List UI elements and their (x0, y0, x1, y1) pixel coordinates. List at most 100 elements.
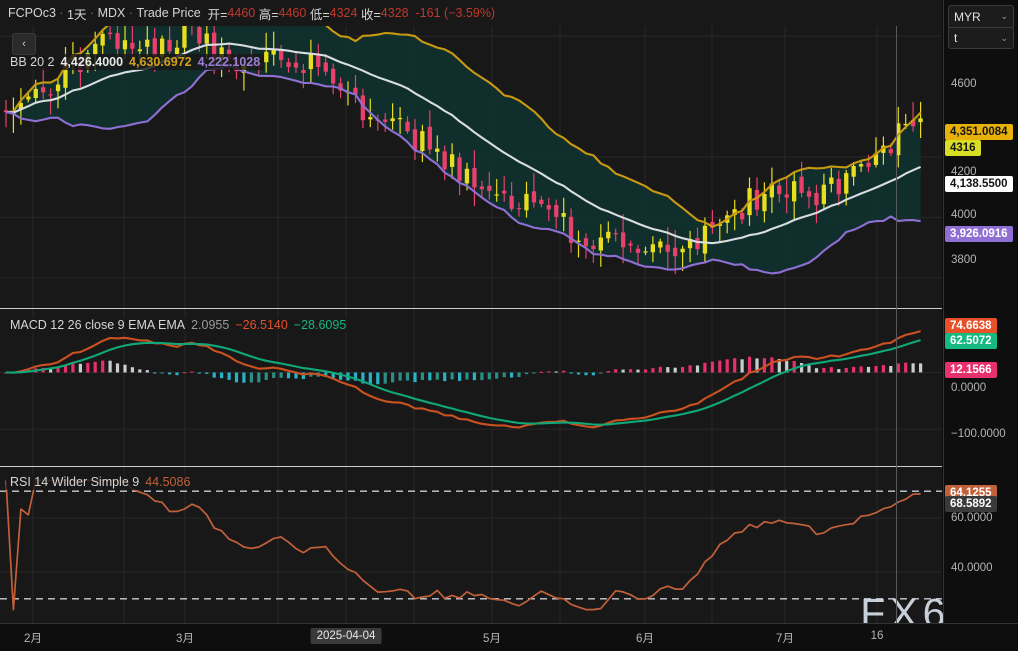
bb-upper-price-badge[interactable]: 4,351.0084 (945, 124, 1013, 140)
bb-lower-price-badge[interactable]: 3,926.0916 (945, 226, 1013, 242)
macd-histogram-bar (257, 372, 261, 383)
candle-body (137, 49, 142, 52)
rsi-legend[interactable]: RSI 14 Wilder Simple 9 44.5086 (6, 474, 195, 490)
candle-body (457, 157, 462, 181)
candle-body (792, 181, 797, 202)
macd-histogram-bar (643, 369, 648, 373)
candle-body (286, 62, 291, 67)
candle-body (546, 205, 551, 210)
time-axis-label[interactable]: 2月 (24, 633, 42, 645)
low-label: 低= (309, 7, 330, 22)
time-axis-label[interactable]: 5月 (483, 633, 501, 645)
candle-body (673, 247, 678, 257)
macd-line-badge[interactable]: 74.6638 (945, 318, 997, 334)
macd-histogram-bar (785, 361, 789, 373)
macd-histogram-bar (837, 369, 841, 373)
price-axis-right[interactable]: 4600 4200 4000 3800 4,351.0084 4316 4,138.5500… (943, 0, 1018, 651)
candle-body (464, 168, 470, 184)
macd-histogram-bar (554, 371, 558, 373)
time-axis-label-active[interactable]: 2025-04-04 (310, 628, 382, 644)
rsi-crosshair-badge[interactable]: 68.5892 (945, 496, 997, 512)
macd-histogram-bar (487, 372, 491, 380)
bb-middle-price-badge[interactable]: 4,138.5500 (945, 176, 1013, 192)
candle-body (390, 118, 395, 122)
candle-body (650, 244, 655, 253)
candle-body (754, 189, 760, 210)
macd-histogram-bar (547, 371, 551, 373)
candle-body (442, 151, 447, 169)
unit-select[interactable]: t ⌄ (948, 27, 1014, 49)
candle-body (502, 190, 507, 194)
candle-body (851, 166, 856, 177)
rsi-legend-name: RSI 14 Wilder Simple 9 (10, 475, 140, 489)
macd-histogram-bar (227, 372, 231, 380)
rsi-pane[interactable] (0, 467, 942, 623)
macd-histogram-bar (428, 372, 432, 381)
macd-histogram-bar (309, 372, 313, 377)
time-axis-label[interactable]: 16 (870, 630, 884, 642)
candle-body (821, 184, 826, 205)
candle-body (888, 149, 893, 154)
candle-body (167, 39, 172, 52)
macd-histogram-bar (443, 372, 447, 382)
macd-histogram-bar (919, 363, 923, 373)
time-axis-label[interactable]: 6月 (636, 633, 654, 645)
low-value: 4324 (329, 6, 358, 20)
macd-histogram-bar (658, 366, 662, 373)
macd-histogram-bar (733, 358, 737, 373)
macd-legend[interactable]: MACD 12 26 close 9 EMA EMA 2.0955 −26.51… (6, 317, 351, 333)
macd-histogram-bar (562, 370, 566, 373)
pane-separator-1[interactable] (0, 308, 942, 309)
macd-histogram-bar (242, 372, 246, 383)
interval-label[interactable]: 1天 (67, 7, 87, 22)
candle-body (769, 183, 774, 198)
candle-body (331, 68, 336, 84)
macd-histogram[interactable] (4, 356, 923, 385)
candle-body (427, 126, 432, 150)
candle-body (308, 53, 313, 70)
candle-body (598, 237, 603, 251)
high-label: 高= (258, 7, 279, 22)
pane-separator-2[interactable] (0, 466, 942, 467)
time-axis[interactable]: 2月 3月 2025-04-04 5月 6月 7月 16 (0, 623, 1018, 651)
macd-histogram-bar (458, 372, 462, 381)
close-value: 4328 (380, 6, 409, 20)
candle-body (621, 232, 626, 248)
macd-histogram-bar (153, 372, 157, 374)
candle-body (911, 119, 916, 127)
time-axis-label[interactable]: 3月 (176, 633, 194, 645)
back-button[interactable]: ‹ (12, 33, 36, 55)
macd-histogram-bar (681, 367, 685, 373)
candle-body (353, 87, 358, 95)
macd-histogram-bar (866, 366, 871, 373)
macd-histogram-bar (108, 360, 112, 373)
macd-pane[interactable] (0, 309, 942, 466)
bollinger-legend[interactable]: BB 20 2 4,426.4000 4,630.6972 4,222.1028 (6, 54, 265, 70)
macd-histogram-bar (822, 367, 826, 373)
currency-select[interactable]: MYR ⌄ (948, 5, 1014, 27)
price-source-label: Trade Price (136, 6, 201, 20)
macd-histogram-bar (138, 369, 142, 373)
symbol-label[interactable]: FCPOc3 (8, 6, 56, 20)
exchange-label: MDX (97, 6, 126, 20)
macd-histogram-bar (376, 372, 380, 385)
price-pane[interactable] (0, 0, 942, 308)
candle-body (63, 64, 68, 88)
bollinger-upper-value: 4,630.6972 (129, 55, 192, 69)
macd-histogram-bar (651, 368, 655, 373)
time-axis-label[interactable]: 7月 (776, 633, 794, 645)
unit-select-value: t (954, 31, 958, 45)
open-label: 开= (207, 7, 228, 22)
candle-body (93, 43, 98, 56)
macd-hist-badge[interactable]: 12.1566 (945, 362, 997, 378)
macd-histogram-bar (93, 361, 97, 373)
candle-body (412, 129, 418, 150)
candle-body (665, 244, 670, 252)
macd-histogram-bar (249, 372, 253, 383)
candle-body (606, 231, 611, 239)
macd-histogram-bar (86, 362, 90, 373)
macd-signal-badge[interactable]: 62.5072 (945, 333, 997, 349)
macd-histogram-bar (71, 362, 75, 373)
macd-histogram-bar (272, 372, 276, 378)
last-price-badge[interactable]: 4316 (945, 140, 981, 156)
